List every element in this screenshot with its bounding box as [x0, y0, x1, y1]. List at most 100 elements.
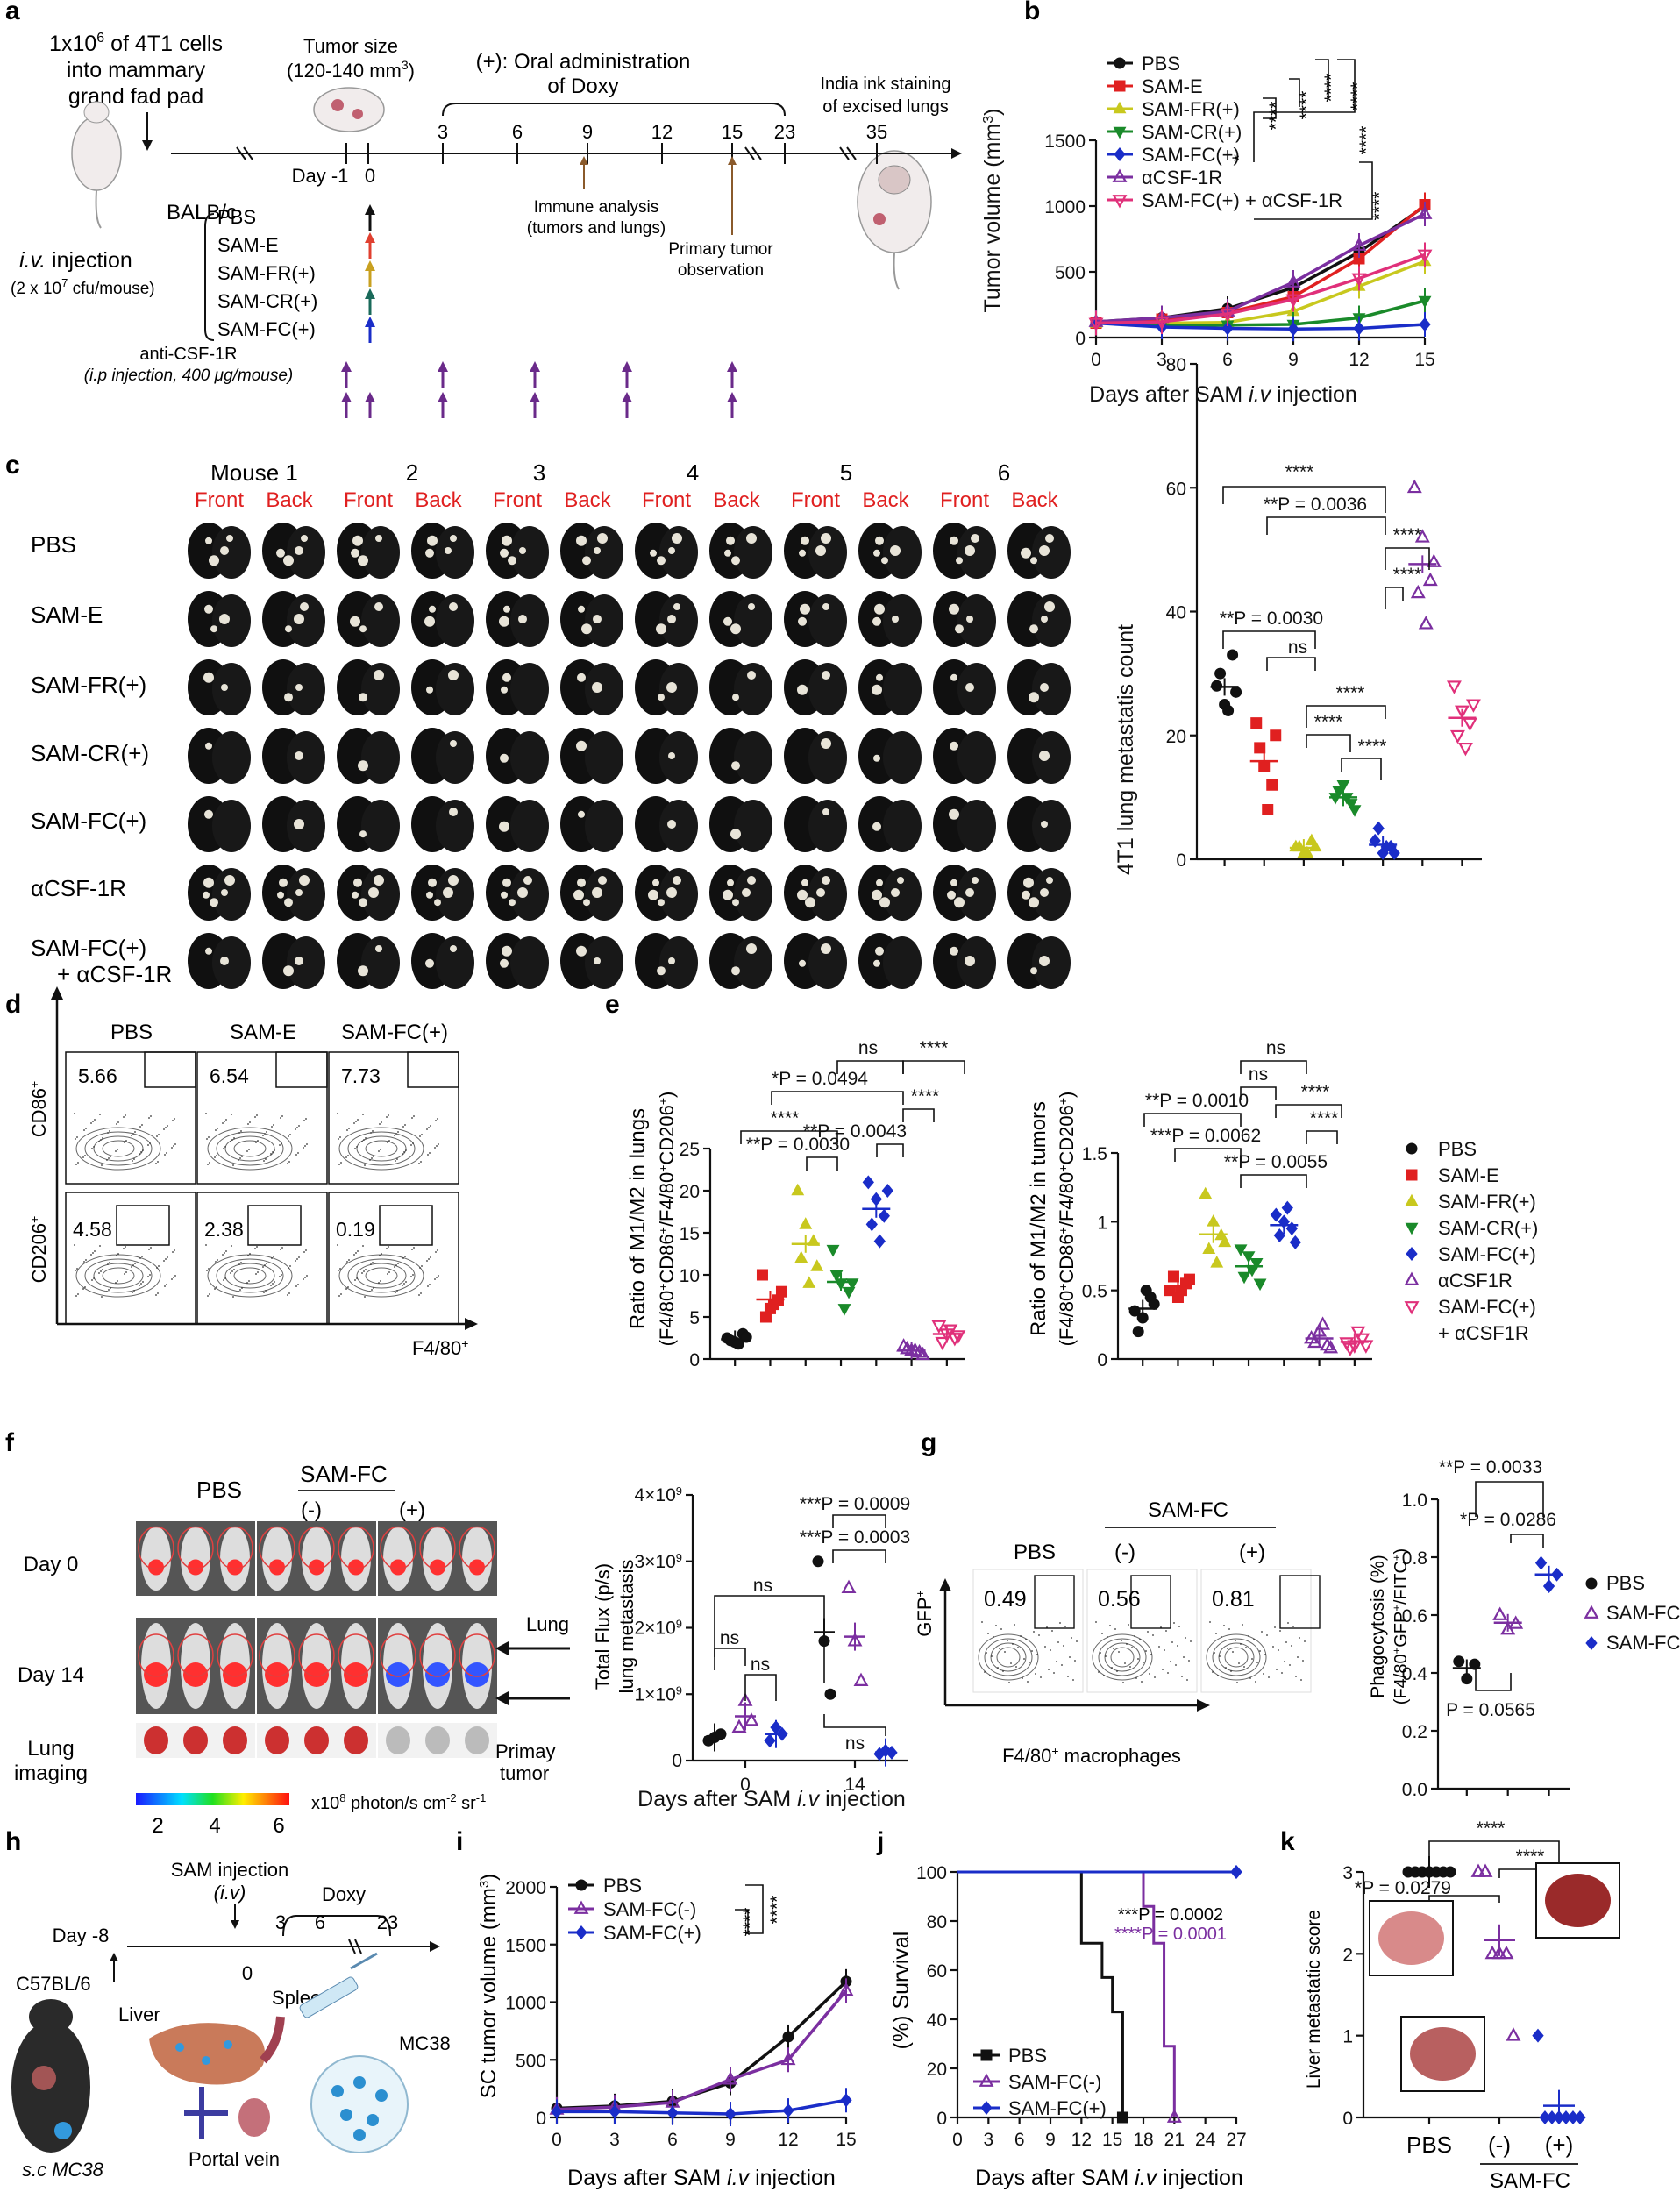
lung-lobe	[436, 868, 474, 921]
event-dot	[273, 1256, 274, 1257]
f-col-pbs: PBS	[196, 1477, 242, 1503]
data-point	[853, 1672, 869, 1687]
event-dot	[75, 1295, 77, 1297]
event-dot	[438, 1143, 439, 1145]
f-scale-2: 2	[152, 1814, 163, 1838]
event-dot	[233, 1137, 235, 1139]
metastasis-nodule	[972, 877, 979, 884]
legend-marker	[575, 1925, 587, 1939]
metastasis-nodule	[284, 693, 293, 702]
mouse-silhouette	[462, 1527, 492, 1591]
lung-lobe	[734, 526, 772, 579]
event-dot	[340, 1293, 342, 1295]
metastasis-nodule	[277, 891, 284, 899]
stat-bracket	[1240, 1086, 1277, 1100]
data-point	[900, 1340, 915, 1355]
data-point	[1273, 1228, 1285, 1242]
event-dot	[388, 1271, 390, 1273]
stat-bracket	[1428, 1895, 1500, 1903]
a-day-label: 3	[438, 121, 448, 143]
event-dot	[164, 1285, 166, 1287]
event-dot	[1225, 1667, 1227, 1669]
metastasis-nodule	[283, 965, 294, 977]
event-dot	[402, 1257, 404, 1259]
lung-image	[784, 728, 847, 784]
y-tick-label: 0	[689, 1350, 700, 1370]
stat-label: ****	[1393, 565, 1422, 585]
data-point	[1183, 1273, 1195, 1285]
data-point	[1461, 1673, 1473, 1685]
metastasis-nodule	[965, 888, 974, 897]
stat-bracket	[740, 1130, 838, 1144]
metastasis-nodule	[746, 533, 757, 544]
a-immune-2: (tumors and lungs)	[527, 219, 666, 238]
event-dot	[295, 1260, 296, 1262]
panel-letter-b: b	[1024, 0, 1040, 25]
stat-bracket	[771, 1091, 904, 1105]
event-dot	[303, 1120, 305, 1121]
event-dot	[1165, 1630, 1167, 1632]
lung-lobe	[510, 868, 549, 921]
event-dot	[77, 1293, 79, 1295]
lung-image	[858, 523, 922, 579]
metastasis-nodule	[873, 754, 880, 762]
lung-image	[262, 659, 325, 715]
event-dot	[82, 1156, 84, 1158]
metastasis-nodule	[955, 624, 964, 634]
metastasis-nodule	[594, 957, 601, 964]
gate-value: 0.19	[336, 1218, 375, 1241]
metastasis-nodule	[1040, 888, 1049, 897]
x-tick-label: 6	[667, 2130, 678, 2150]
panel-letter-k: k	[1280, 1827, 1295, 1856]
lung-lobe	[361, 800, 400, 852]
event-dot	[297, 1152, 299, 1154]
x-tick-label: 12	[1071, 2130, 1092, 2150]
lung-lobe	[585, 663, 623, 715]
event-dot	[437, 1118, 438, 1120]
event-dot	[381, 1253, 382, 1255]
event-dot	[394, 1135, 395, 1136]
gate-value: 0.81	[1212, 1587, 1255, 1612]
event-dot	[289, 1134, 291, 1135]
y-tick-label: 1500	[1044, 132, 1086, 152]
x-tick-label: 15	[1414, 350, 1434, 370]
lung-lobe	[212, 663, 251, 715]
contour	[207, 1254, 293, 1298]
event-dot	[426, 1260, 428, 1262]
a-purple-arrowhead	[727, 392, 737, 402]
event-dot	[1274, 1626, 1276, 1628]
panel-letter-d: d	[5, 990, 21, 1019]
bli-signal	[386, 1662, 410, 1687]
event-dot	[1173, 1622, 1175, 1624]
lung-lobe	[957, 663, 996, 715]
metastasis-nodule	[822, 808, 829, 815]
metastasis-nodule	[583, 899, 590, 907]
event-dot	[257, 1140, 259, 1142]
lung-image	[858, 659, 922, 715]
liver-tissue	[1378, 1911, 1444, 1965]
stat-label: ****	[911, 1086, 940, 1107]
event-dot	[1137, 1658, 1139, 1660]
b-xlabel: Days after SAM i.v injection	[1089, 382, 1357, 407]
x-tick-label: 15	[1102, 2130, 1122, 2150]
event-dot	[345, 1156, 347, 1158]
metastasis-nodule	[295, 546, 303, 555]
metastasis-nodule	[358, 760, 368, 772]
event-dot	[125, 1140, 127, 1142]
metastasis-nodule	[821, 738, 831, 749]
lung-image	[486, 796, 549, 852]
event-dot	[82, 1288, 84, 1290]
mouse-silhouette	[262, 1527, 292, 1591]
event-dot	[215, 1261, 217, 1263]
event-dot	[420, 1292, 422, 1294]
mouse-silhouette	[341, 1527, 371, 1591]
bli-signal	[227, 1559, 243, 1576]
event-dot	[999, 1648, 1000, 1649]
lung-lobe	[957, 868, 996, 921]
bli-signal	[148, 1559, 164, 1576]
event-dot	[271, 1257, 273, 1259]
event-dot	[413, 1115, 415, 1117]
lung-lobe	[808, 868, 847, 921]
metastasis-nodule	[352, 535, 363, 546]
event-dot	[981, 1621, 983, 1623]
